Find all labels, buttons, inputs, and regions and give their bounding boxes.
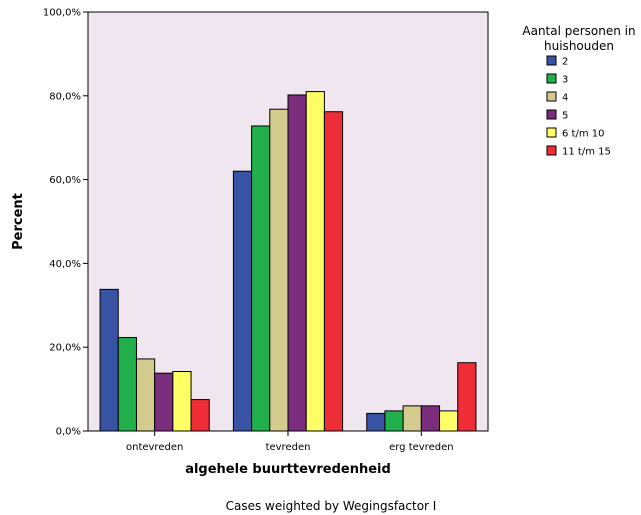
y-tick-label: 20,0% <box>49 343 81 354</box>
bars-group <box>99 91 477 432</box>
bar-tevreden-11-t-m-15 <box>323 111 344 432</box>
bar-ontevreden-11-t-m-15 <box>190 399 210 432</box>
legend-title-line-1: Aantal personen in <box>522 24 635 38</box>
footnote: Cases weighted by Wegingsfactor I <box>226 499 437 513</box>
y-tick-label: 40,0% <box>49 259 81 270</box>
legend-title-line-2: huishouden <box>544 39 614 53</box>
legend-swatch <box>546 145 557 156</box>
bar-erg-tevreden-3 <box>384 410 404 432</box>
legend-label: 4 <box>562 93 568 104</box>
bar-tevreden-5 <box>287 94 307 432</box>
bar-tevreden-6-t-m-10 <box>305 91 325 432</box>
legend-swatch <box>546 91 557 102</box>
legend-label: 6 t/m 10 <box>562 129 604 140</box>
y-axis: 0,0% 20,0% 40,0% 60,0% 80,0% 100,0% <box>43 8 88 438</box>
x-tick-label: tevreden <box>266 442 311 453</box>
legend-swatch <box>546 55 557 66</box>
bar-ontevreden-5 <box>154 372 174 432</box>
legend: Aantal personen in huishouden 2 3 4 5 6 t/m … <box>522 24 635 158</box>
y-tick-label: 80,0% <box>49 91 81 102</box>
legend-swatch <box>546 109 557 120</box>
x-axis-title: algehele buurttevredenheid <box>185 462 391 477</box>
y-tick-label: 0,0% <box>56 427 81 438</box>
bar-ontevreden-6-t-m-10 <box>172 371 192 432</box>
bar-tevreden-2 <box>232 170 253 432</box>
legend-swatch <box>546 73 557 84</box>
legend-label: 3 <box>562 75 568 86</box>
bar-ontevreden-4 <box>135 358 156 432</box>
x-tick-label: erg tevreden <box>389 442 454 453</box>
y-axis-title: Percent <box>11 193 26 250</box>
y-tick-label: 100,0% <box>43 8 81 19</box>
legend-swatch <box>546 127 557 138</box>
x-tick-label: ontevreden <box>126 442 183 453</box>
bar-erg-tevreden-2 <box>366 412 386 432</box>
bar-erg-tevreden-11-t-m-15 <box>457 362 477 432</box>
bar-ontevreden-3 <box>117 337 137 432</box>
legend-label: 11 t/m 15 <box>562 147 611 158</box>
bar-tevreden-3 <box>251 125 271 432</box>
bar-tevreden-4 <box>269 108 289 432</box>
x-axis: ontevreden tevreden erg tevreden <box>126 431 454 453</box>
legend-label: 2 <box>562 57 568 68</box>
bar-ontevreden-2 <box>99 288 119 432</box>
bar-erg-tevreden-5 <box>420 405 441 432</box>
bar-erg-tevreden-6-t-m-10 <box>439 410 459 432</box>
y-tick-label: 60,0% <box>49 175 81 186</box>
legend-label: 5 <box>562 111 568 122</box>
bar-erg-tevreden-4 <box>402 405 422 432</box>
